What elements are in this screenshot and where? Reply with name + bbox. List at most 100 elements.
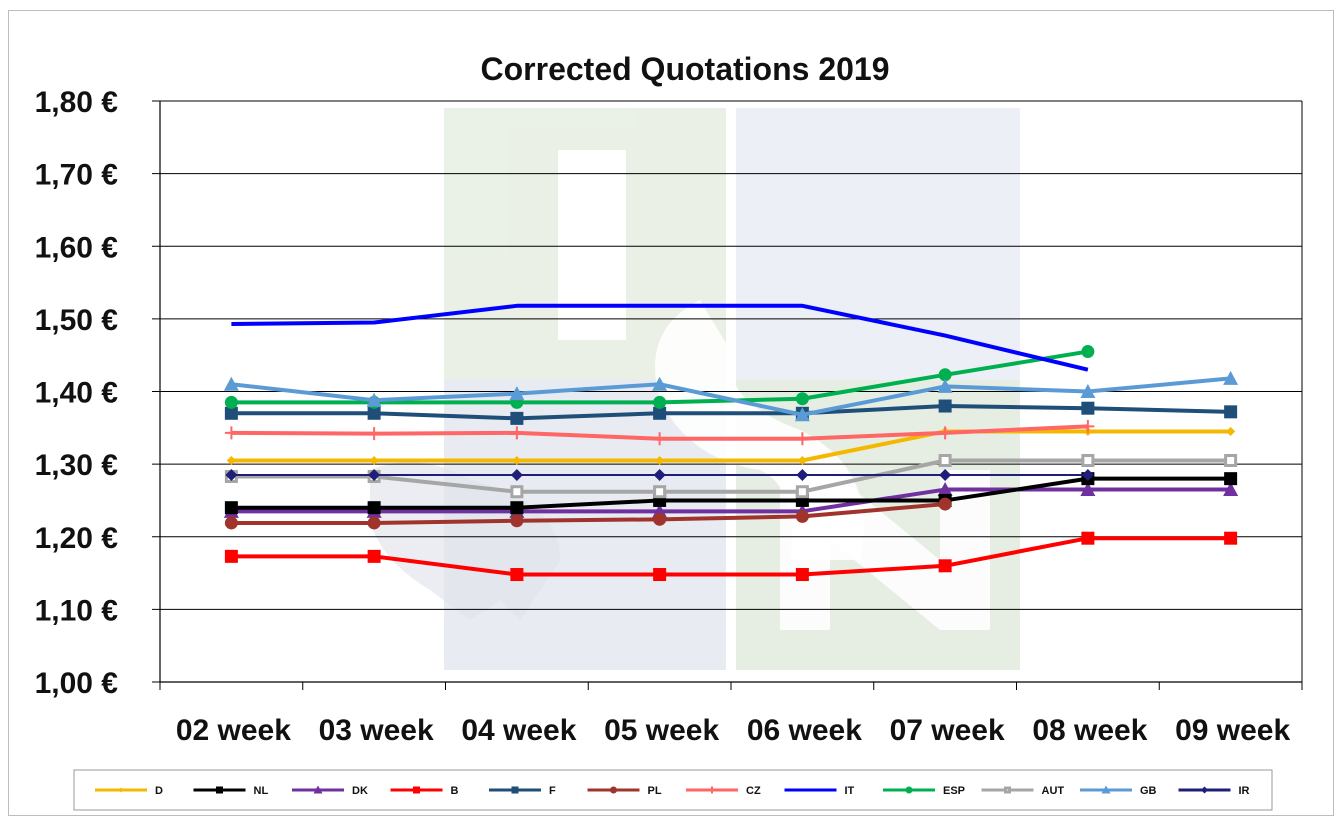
data-point (367, 427, 381, 441)
y-tick-label: 1,70 € (35, 159, 119, 192)
series-line (231, 487, 1231, 514)
data-point (1081, 419, 1095, 433)
legend-item-esp: ESP (883, 785, 965, 797)
data-point (795, 485, 809, 499)
data-point (224, 501, 238, 515)
data-point (797, 455, 807, 466)
series-line (231, 536, 1231, 577)
y-tick-label: 1,00 € (35, 667, 119, 700)
x-tick-label: 08 week (1032, 714, 1147, 747)
series-it (231, 303, 1089, 372)
data-point (939, 469, 952, 482)
y-tick-label: 1,10 € (35, 594, 119, 627)
series-f (224, 399, 1238, 425)
data-point (224, 426, 238, 440)
data-point (368, 469, 381, 482)
data-point (938, 453, 952, 467)
data-point (653, 406, 667, 420)
data-point (1224, 405, 1238, 419)
legend-label: PL (648, 785, 662, 797)
legend-item-cz: CZ (686, 785, 761, 797)
data-point (1080, 482, 1096, 497)
data-point (938, 368, 952, 382)
legend-label: ESP (943, 785, 965, 797)
y-tick-label: 1,40 € (35, 377, 119, 410)
y-tick-label: 1,60 € (35, 231, 119, 264)
data-point (1223, 370, 1239, 385)
data-point (223, 376, 239, 391)
legend-label: NL (254, 785, 269, 797)
series-b (224, 531, 1238, 582)
data-point (653, 395, 667, 409)
series-line (231, 404, 1231, 421)
series-cz (224, 419, 1095, 446)
data-point (795, 568, 809, 582)
data-point (510, 514, 524, 528)
data-point (510, 469, 523, 482)
data-point (708, 786, 716, 794)
legend-label: IR (1239, 785, 1250, 797)
data-point (226, 455, 236, 466)
data-point (369, 455, 379, 466)
data-point (1201, 786, 1208, 794)
data-point (655, 455, 665, 466)
legend-item-nl: NL (193, 785, 269, 797)
data-point (1080, 384, 1096, 398)
data-point (1004, 786, 1011, 794)
legend-label: IT (845, 785, 855, 797)
series-ir (225, 469, 1094, 482)
data-point (367, 406, 381, 420)
data-point (794, 407, 810, 422)
series-pl (224, 497, 952, 530)
legend-label: DK (352, 785, 368, 797)
data-point (937, 482, 953, 497)
data-point (1081, 453, 1095, 467)
y-tick-label: 1,80 € (35, 86, 119, 119)
data-point (367, 501, 381, 515)
data-point (313, 785, 323, 794)
data-point (511, 786, 519, 794)
legend-label: F (549, 785, 556, 797)
series-line (231, 476, 1231, 510)
data-point (510, 426, 524, 440)
data-point (795, 392, 809, 406)
legend-item-aut: AUT (981, 785, 1065, 797)
data-point (795, 432, 809, 446)
data-point (653, 432, 667, 446)
data-point (610, 786, 617, 794)
series-gb (223, 370, 1239, 422)
data-point (937, 378, 953, 393)
series-line (231, 458, 1231, 494)
data-point (938, 497, 952, 511)
data-point (1224, 472, 1238, 486)
legend-label: AUT (1042, 785, 1065, 797)
data-point (1081, 401, 1095, 415)
data-point (225, 469, 238, 482)
data-point (795, 509, 809, 523)
data-point (1101, 785, 1111, 794)
legend-label: CZ (746, 785, 761, 797)
data-point (1226, 426, 1236, 436)
data-point (224, 395, 238, 409)
data-point (510, 501, 524, 515)
data-point (118, 787, 124, 793)
data-point (1081, 531, 1095, 545)
legend-item-b: B (390, 785, 459, 797)
x-tick-label: 02 week (176, 714, 291, 747)
y-tick-label: 1,50 € (35, 304, 119, 337)
legend: D NL DK B F PL CZ IT ESP AUT GB IR (73, 769, 1273, 811)
data-point (509, 386, 525, 401)
data-point (512, 455, 522, 466)
x-tick-label: 06 week (747, 714, 862, 747)
legend-item-it: IT (784, 785, 855, 797)
chart-title: Corrected Quotations 2019 (481, 51, 890, 87)
data-point (510, 411, 524, 425)
data-point (796, 469, 809, 482)
data-point (938, 399, 952, 413)
y-axis-ticks: 1,80 € 1,70 € 1,60 € 1,50 € 1,40 € 1,30 € 1,20… (35, 86, 119, 700)
legend-label: D (155, 785, 163, 797)
legend-item-dk: DK (292, 785, 368, 797)
data-point (413, 786, 420, 794)
gridlines (152, 100, 1302, 683)
